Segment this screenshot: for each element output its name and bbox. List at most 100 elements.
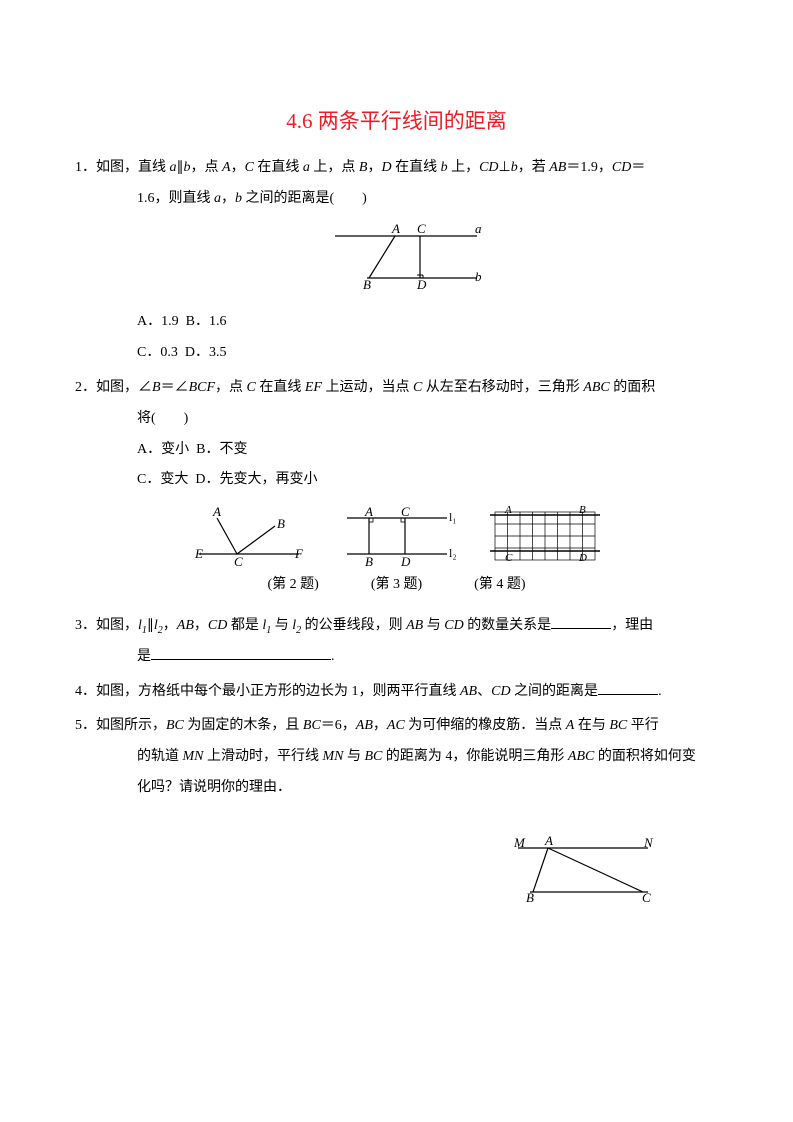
q4-t1: 如图，方格纸中每个最小正方形的边长为 1，则两平行直线 — [96, 684, 460, 699]
q4-num: 4． — [75, 684, 96, 699]
question-3: 3．如图，l1∥l2，AB，CD 都是 l1 与 l2 的公垂线段，则 AB 与… — [75, 611, 718, 673]
q2-t5: 从左至右移动时，三角形 — [422, 380, 583, 395]
q5-l2b: 上滑动时，平行线 — [204, 749, 323, 764]
fig2-svg: A B E C F — [189, 504, 309, 566]
q3-blank2 — [151, 645, 331, 660]
q2-optA: A．变小 — [137, 442, 189, 457]
q1-a3: a — [214, 191, 221, 206]
svg-text:C: C — [642, 890, 651, 905]
q1-te: 在直线 — [392, 160, 441, 175]
question-4: 4．如图，方格纸中每个最小正方形的边长为 1，则两平行直线 AB、CD 之间的距… — [75, 677, 718, 708]
q3-t1: 如图， — [96, 618, 138, 633]
q2-ABC: ABC — [583, 380, 609, 395]
svg-text:l₁: l₁ — [449, 510, 457, 524]
q5-t4: 在与 — [574, 718, 609, 733]
q1-optA: A．1.9 — [137, 314, 179, 329]
q3-num: 3． — [75, 618, 96, 633]
svg-text:D: D — [416, 277, 427, 291]
q3-AB2: AB — [406, 618, 423, 633]
q2-t2: ，点 — [215, 380, 247, 395]
q1-tc: 在直线 — [254, 160, 303, 175]
q2-optC: C．变大 — [137, 472, 188, 487]
q2-EF: EF — [305, 380, 322, 395]
q5-ABC: ABC — [568, 749, 594, 764]
svg-text:A: A — [364, 504, 373, 519]
q4-line1: 4．如图，方格纸中每个最小正方形的边长为 1，则两平行直线 AB、CD 之间的距… — [75, 677, 718, 708]
svg-text:C: C — [417, 221, 426, 236]
svg-text:M: M — [513, 835, 526, 850]
question-2: 2．如图，∠B＝∠BCF，点 C 在直线 EF 上运动，当点 C 从左至右移动时… — [75, 373, 718, 601]
q4-c: 、 — [477, 684, 491, 699]
q1-perp: ⊥ — [499, 160, 511, 175]
svg-text:A: A — [391, 221, 400, 236]
q4-blank — [598, 680, 658, 695]
q1-optB: B．1.6 — [186, 314, 227, 329]
q1-optC: C．0.3 — [137, 345, 178, 360]
q5-c: ， — [373, 718, 387, 733]
q1-t: 如图，直线 — [96, 160, 170, 175]
q5-AC: AC — [387, 718, 405, 733]
q4-AB: AB — [460, 684, 477, 699]
q2-num: 2． — [75, 380, 96, 395]
q2-opts1: A．变小 B．不变 — [75, 435, 718, 466]
cap4: (第 4 题) — [474, 570, 525, 601]
q3-t2: 都是 — [227, 618, 262, 633]
q1-figure: A C a B D b — [75, 221, 718, 304]
cap2: (第 2 题) — [268, 570, 319, 601]
q5-figure: M A N B C — [75, 832, 718, 907]
q1-num: 1． — [75, 160, 96, 175]
q5-l2e: 的面积将如何变 — [594, 749, 696, 764]
q1-b2: b — [441, 160, 448, 175]
q1-par: ∥ — [177, 160, 184, 175]
q2-BCF: BCF — [189, 380, 215, 395]
q5-eq: ＝6， — [321, 718, 356, 733]
q2-C: C — [247, 380, 256, 395]
q1-opts2: C．0.3 D．3.5 — [75, 338, 718, 369]
svg-text:B: B — [363, 277, 371, 291]
fig-caps: (第 2 题) (第 3 题) (第 4 题) — [75, 570, 718, 601]
q1-a2: a — [303, 160, 310, 175]
q1-CD: CD — [479, 160, 498, 175]
svg-text:b: b — [475, 269, 482, 284]
q4-period: . — [658, 684, 662, 699]
q1-line1: 1．如图，直线 a∥b，点 A，C 在直线 a 上，点 B，D 在直线 b 上，… — [75, 153, 718, 184]
q5-line1: 5．如图所示，BC 为固定的木条，且 BC＝6，AB，AC 为可伸缩的橡皮筋．当… — [75, 711, 718, 742]
q5-BC3: BC — [609, 718, 627, 733]
q5-line2: 的轨道 MN 上滑动时，平行线 MN 与 BC 的距离为 4，你能说明三角形 A… — [75, 742, 718, 773]
q3-t6: 的数量关系是 — [464, 618, 552, 633]
q1-b3: b — [511, 160, 518, 175]
q1-A: A — [222, 160, 231, 175]
q2-t3: 在直线 — [256, 380, 305, 395]
question-1: 1．如图，直线 a∥b，点 A，C 在直线 a 上，点 B，D 在直线 b 上，… — [75, 153, 718, 369]
q5-l2d: 的距离为 4，你能说明三角形 — [382, 749, 568, 764]
q1-D: D — [381, 160, 391, 175]
q3-CD: CD — [208, 618, 227, 633]
svg-text:B: B — [365, 554, 373, 566]
q3-t3: 与 — [271, 618, 292, 633]
q3-t5: 与 — [423, 618, 444, 633]
q5-MN2: MN — [323, 749, 344, 764]
q3-par: ∥ — [147, 618, 154, 633]
fig4-svg: A B C D — [485, 504, 605, 566]
q3-CD2: CD — [444, 618, 463, 633]
q2-t: 如图，∠ — [96, 380, 152, 395]
q5-line3: 化吗？请说明你的理由． — [75, 773, 718, 804]
q2-C2: C — [413, 380, 422, 395]
q3-t4: 的公垂线段，则 — [301, 618, 406, 633]
q2-optD: D．先变大，再变小 — [195, 472, 317, 487]
q4-CD: CD — [491, 684, 510, 699]
q1-svg: A C a B D b — [307, 221, 487, 291]
q1-tg: ，若 — [518, 160, 550, 175]
q5-AB: AB — [356, 718, 373, 733]
cap3: (第 3 题) — [371, 570, 422, 601]
svg-text:A: A — [544, 833, 553, 848]
q3-period: . — [331, 649, 335, 664]
q5-BC4: BC — [365, 749, 383, 764]
q5-BC2: BC — [303, 718, 321, 733]
svg-text:D: D — [578, 552, 587, 564]
page-title: 4.6 两条平行线间的距离 — [75, 105, 718, 135]
fig3-svg: A C l₁ B D l₂ — [337, 504, 457, 566]
q3-t7: ，理由 — [611, 618, 653, 633]
q1-c2: ， — [367, 160, 381, 175]
q1-tf: 上， — [448, 160, 480, 175]
